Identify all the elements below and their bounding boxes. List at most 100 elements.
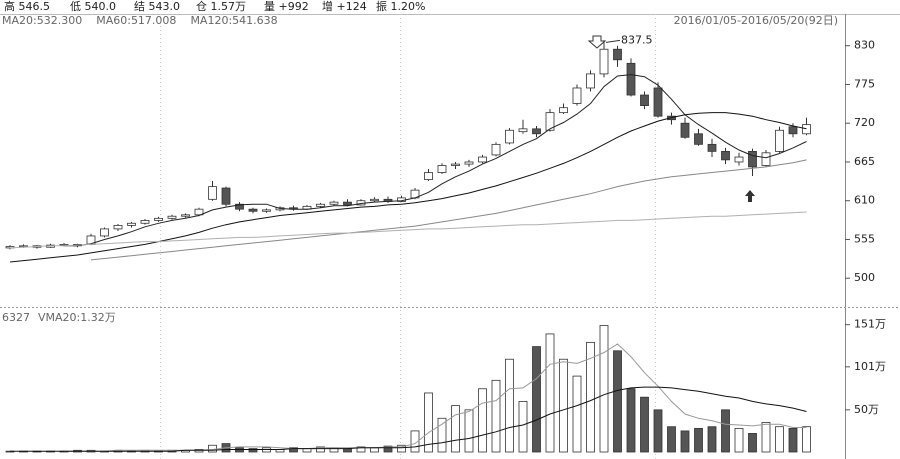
candle-body <box>140 220 150 224</box>
info-item: 仓 1.57万 <box>196 0 246 13</box>
info-item: 量 +992 <box>264 0 309 13</box>
y-tick-label: 555 <box>854 232 875 245</box>
candle-body <box>181 214 190 217</box>
volume-bar <box>640 396 649 453</box>
ma-line <box>10 386 807 452</box>
volume-bar <box>356 446 366 453</box>
volume-bar <box>410 430 420 453</box>
legend-entry: VMA20:1.32万 <box>38 311 116 324</box>
annotation-leader <box>605 39 621 43</box>
volume-bar <box>667 426 676 453</box>
volume-bar <box>613 350 622 453</box>
candle-body <box>437 165 447 173</box>
volume-bar <box>248 448 258 453</box>
volume-bar <box>653 409 663 453</box>
volume-bar <box>316 446 325 453</box>
y-tick-label: 610 <box>854 194 875 207</box>
low-arrow <box>745 190 755 202</box>
ma-line <box>9 112 807 263</box>
volume-bar <box>559 358 568 453</box>
legend-entry: MA120:541.638 <box>190 14 277 27</box>
annotation: 837.5 <box>621 33 653 46</box>
volume-bar <box>491 379 501 453</box>
volume-bar <box>437 417 447 453</box>
volume-bar <box>586 341 595 453</box>
volume-bar <box>451 405 460 453</box>
info-item: 低 540.0 <box>70 0 116 13</box>
volume-bar <box>302 448 312 453</box>
candle-body <box>491 143 501 156</box>
candle-body <box>640 94 649 106</box>
y-tick-label: 151万 <box>854 318 886 331</box>
candle-body <box>680 122 690 138</box>
candle-body <box>167 215 177 219</box>
ma-line <box>64 74 807 247</box>
candle-body <box>208 186 217 200</box>
info-item: 高 546.5 <box>4 0 50 13</box>
candle-body <box>451 163 460 166</box>
candle-body <box>478 156 487 163</box>
candle-body <box>329 201 339 205</box>
candle-body <box>262 209 271 212</box>
volume-bar <box>518 400 528 453</box>
volume-bar <box>748 433 757 453</box>
volume-bar <box>478 388 487 453</box>
candle-body <box>707 143 717 152</box>
volume-bar <box>775 426 784 453</box>
candle-body <box>653 87 663 117</box>
candle-body <box>154 217 163 221</box>
date-range: 2016/01/05-2016/05/20(92日) <box>674 14 838 27</box>
y-tick-label: 50万 <box>854 403 879 416</box>
ma-line <box>9 211 807 249</box>
volume-bar <box>289 447 298 453</box>
candle-body <box>802 124 811 135</box>
candle-body <box>505 129 514 144</box>
volume-bar <box>464 409 474 453</box>
volume-bar <box>802 426 811 453</box>
volume-bar <box>383 445 393 453</box>
candle-body <box>100 228 109 237</box>
candle-body <box>343 201 352 206</box>
volume-bar <box>721 409 730 453</box>
candle-body <box>221 187 231 205</box>
info-item: 结 543.0 <box>134 0 180 13</box>
volume-bar <box>424 392 433 453</box>
volume-bar <box>694 427 703 453</box>
candle-body <box>721 150 730 161</box>
volume-bar <box>370 447 379 453</box>
candle-body <box>748 150 757 168</box>
candle-body <box>370 198 379 202</box>
volume-bar <box>680 430 690 453</box>
volume-bar <box>599 325 609 453</box>
candle-body <box>613 48 622 61</box>
volume-bar <box>397 444 406 453</box>
legend-entry: MA60:517.008 <box>96 14 176 27</box>
y-tick-label: 500 <box>854 271 875 284</box>
volume-bar <box>761 422 771 453</box>
volume-bar <box>532 346 541 453</box>
candle-body <box>127 222 136 226</box>
peak-arrow <box>587 35 607 49</box>
volume-bar <box>208 444 217 453</box>
ma-line <box>90 159 807 261</box>
candle-body <box>248 208 258 212</box>
candle-body <box>235 203 244 210</box>
candle-body <box>775 129 784 152</box>
candle-body <box>532 128 541 135</box>
y-tick-label: 830 <box>854 39 875 52</box>
volume-bar <box>707 426 717 453</box>
volume-bar <box>545 333 555 453</box>
y-tick-label: 720 <box>854 116 875 129</box>
candle-body <box>694 133 703 145</box>
volume-bar <box>343 448 352 453</box>
candle-body <box>316 203 325 207</box>
info-item: 增 +124 <box>322 0 367 13</box>
y-tick-label: 101万 <box>854 360 886 373</box>
candle-body <box>788 126 798 135</box>
volume-bar <box>734 427 744 453</box>
candle-body <box>559 107 568 114</box>
candle-body <box>518 128 528 133</box>
candle-body <box>113 224 123 230</box>
candle-body <box>424 172 433 180</box>
